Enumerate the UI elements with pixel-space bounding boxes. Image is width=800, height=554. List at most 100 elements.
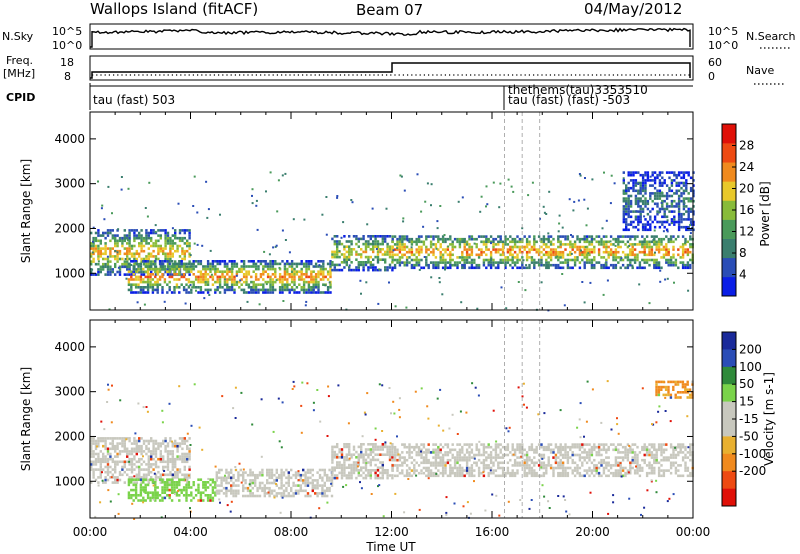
heatmap-cell [156, 486, 159, 489]
heatmap-cell [290, 262, 294, 266]
heatmap-cell [441, 474, 445, 478]
heatmap-cell [245, 275, 248, 279]
heatmap-cell [348, 255, 351, 259]
heatmap-cell [681, 248, 685, 251]
heatmap-cell [118, 478, 122, 482]
heatmap-cell [168, 478, 171, 481]
heatmap-cell [559, 261, 562, 264]
power-panel-bg [90, 112, 693, 310]
heatmap-cell [388, 250, 392, 254]
heatmap-cell [625, 220, 628, 224]
heatmap-cell [641, 258, 644, 262]
heatmap-cell [92, 450, 95, 453]
heatmap-cell [162, 473, 165, 477]
heatmap-cell [552, 471, 555, 475]
heatmap-cell [178, 442, 182, 445]
heatmap-cell [687, 215, 690, 219]
heatmap-cell [139, 262, 143, 266]
heatmap-cell [637, 189, 640, 193]
heatmap-cell [173, 286, 176, 289]
heatmap-cell [317, 288, 320, 292]
heatmap-cell [506, 258, 510, 262]
heatmap-cell [211, 278, 215, 281]
heatmap-cell [269, 291, 272, 294]
heatmap-cell [588, 235, 591, 238]
heatmap-cell [234, 484, 238, 487]
heatmap-cell [655, 243, 658, 246]
heatmap-cell [685, 171, 688, 174]
heatmap-cell [348, 474, 351, 477]
heatmap-cell [106, 255, 109, 258]
heatmap-cell [641, 448, 644, 452]
heatmap-cell [292, 473, 295, 477]
heatmap-cell [345, 456, 348, 459]
heatmap-cell [518, 250, 522, 254]
heatmap-cell [633, 237, 637, 241]
heatmap-cell [171, 273, 174, 276]
heatmap-cell [530, 256, 534, 259]
heatmap-cell [584, 246, 587, 248]
heatmap-cell [158, 275, 162, 279]
heatmap-cell [290, 260, 294, 263]
heatmap-cell [230, 471, 233, 474]
heatmap-cell [206, 280, 210, 284]
heatmap-cell [405, 474, 409, 478]
heatmap-cell [175, 494, 179, 497]
heatmap-cell [288, 262, 291, 266]
heatmap-cell [317, 291, 320, 294]
heatmap-cell [549, 248, 553, 251]
heatmap-cell [521, 443, 524, 446]
heatmap-cell [583, 301, 586, 304]
heatmap-cell [439, 471, 442, 475]
heatmap-cell [531, 181, 534, 184]
heatmap-cell [286, 270, 289, 273]
heatmap-cell [648, 302, 651, 305]
heatmap-cell [585, 456, 589, 459]
heatmap-cell [456, 261, 459, 264]
heatmap-cell [458, 474, 462, 478]
heatmap-cell [230, 484, 233, 487]
heatmap-cell [130, 286, 133, 289]
heatmap-cell [216, 280, 219, 284]
heatmap-cell [187, 280, 191, 284]
heatmap-cell [240, 283, 243, 286]
heatmap-cell [415, 243, 418, 246]
heatmap-cell [516, 445, 519, 449]
heatmap-cell [166, 255, 170, 258]
heatmap-cell [627, 194, 630, 198]
heatmap-cell [321, 213, 324, 216]
heatmap-cell [343, 248, 346, 251]
heatmap-cell [446, 453, 450, 457]
heatmap-cell [218, 291, 222, 294]
heatmap-cell [313, 265, 316, 268]
heatmap-cell [468, 471, 471, 475]
heatmap-cell [360, 443, 363, 446]
heatmap-cell [470, 448, 474, 452]
heatmap-cell [121, 444, 124, 448]
heatmap-cell [178, 481, 181, 484]
heatmap-cell [600, 464, 603, 467]
heatmap-cell [154, 231, 158, 235]
heatmap-cell [619, 471, 622, 475]
heatmap-cell [492, 471, 495, 475]
heatmap-cell [181, 257, 184, 261]
heatmap-cell [509, 253, 512, 257]
heatmap-cell [434, 243, 438, 246]
heatmap-cell [420, 258, 423, 262]
heatmap-cell [285, 476, 288, 480]
heatmap-cell [176, 247, 179, 250]
heatmap-cell [545, 261, 548, 264]
heatmap-cell [216, 267, 219, 271]
heatmap-cell [506, 445, 510, 449]
heatmap-cell [554, 248, 558, 251]
heatmap-cell [302, 278, 306, 281]
heatmap-cell [583, 253, 586, 257]
heatmap-cell [306, 471, 310, 474]
heatmap-cell [410, 456, 414, 459]
heatmap-cell [109, 249, 112, 253]
heatmap-cell [408, 250, 411, 254]
heatmap-cell [151, 494, 155, 497]
heatmap-cell [643, 261, 646, 264]
heatmap-cell [123, 236, 126, 240]
heatmap-cell [158, 262, 162, 266]
